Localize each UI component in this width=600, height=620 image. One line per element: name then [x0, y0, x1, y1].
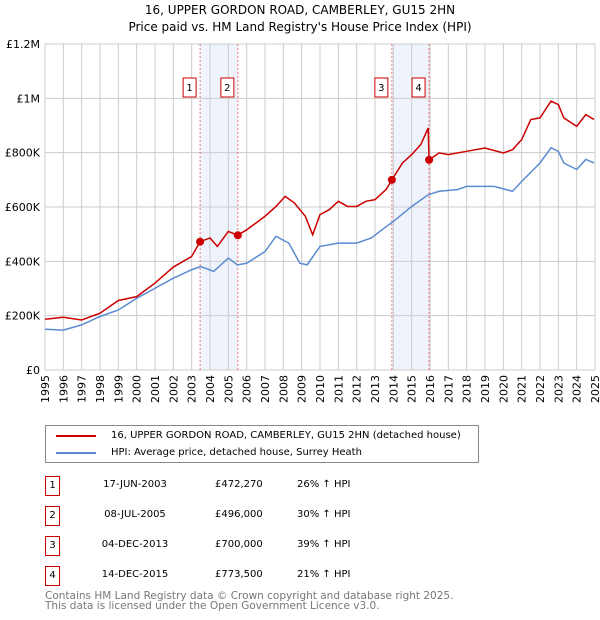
sale-hpi-diff: 26% ↑ HPI: [297, 479, 351, 490]
footer-line-1: Contains HM Land Registry data © Crown c…: [45, 590, 454, 602]
property-price-line: [44, 100, 595, 321]
x-tick-label: 2020: [497, 375, 510, 403]
sale-marker-box: [374, 77, 389, 98]
sale-marker-number: 4: [415, 83, 421, 94]
sale-marker-box: [220, 77, 235, 98]
sale-date: 17-JUN-2003: [103, 479, 167, 490]
sale-number-badge: 2: [45, 506, 60, 526]
sale-price: £773,500: [215, 569, 263, 580]
x-tick-label: 2005: [222, 375, 235, 403]
y-tick-label: £1.2M: [6, 38, 40, 51]
x-tick-label: 2007: [259, 375, 272, 403]
sale-price: £472,270: [215, 479, 263, 490]
x-tick-label: 1998: [94, 375, 107, 403]
sale-point: [196, 237, 205, 246]
price-chart: 1995 1996 1997 1998 1999 2000 2001 2002 2003 2004…: [5, 38, 600, 403]
sale-number-badge: 4: [45, 566, 60, 586]
x-tick-label: 2023: [552, 375, 565, 403]
y-tick-label: £200K: [5, 310, 41, 323]
sale-date: 14-DEC-2015: [101, 569, 169, 580]
y-tick-label: £600K: [5, 201, 41, 214]
sale-hpi-diff: 21% ↑ HPI: [297, 569, 351, 580]
footer: Contains HM Land Registry data © Crown c…: [45, 590, 454, 612]
sale-number-badge: 3: [45, 536, 60, 556]
x-tick-label: 2024: [571, 375, 584, 403]
sale-marker-number: 3: [378, 83, 384, 94]
x-tick-label: 2008: [277, 375, 290, 403]
x-tick-label: 2016: [424, 375, 437, 403]
legend-label-property: 16, UPPER GORDON ROAD, CAMBERLEY, GU15 2…: [111, 430, 461, 441]
x-tick-label: 1997: [76, 375, 89, 403]
x-tick-label: 2001: [149, 375, 162, 403]
x-tick-label: 2006: [241, 375, 254, 403]
legend-blue-line: [56, 451, 96, 454]
legend-label-hpi: HPI: Average price, detached house, Surr…: [111, 447, 362, 458]
legend-red-line: [56, 434, 96, 437]
sale-marker-number: 2: [224, 83, 230, 94]
x-tick-label: 2019: [479, 375, 492, 403]
sale-row: 3 04-DEC-2013 £700,000 39% ↑ HPI: [45, 536, 485, 556]
sale-row: 4 14-DEC-2015 £773,500 21% ↑ HPI: [45, 566, 485, 586]
sale-row: 1 17-JUN-2003 £472,270 26% ↑ HPI: [45, 476, 485, 496]
x-tick-label: 2012: [351, 375, 364, 403]
sale-number-badge: 1: [45, 476, 60, 496]
sale-row: 2 08-JUL-2005 £496,000 30% ↑ HPI: [45, 506, 485, 526]
y-tick-label: £0: [26, 364, 40, 377]
sale-date: 04-DEC-2013: [101, 539, 169, 550]
x-tick-label: 2021: [516, 375, 529, 403]
x-tick-label: 2017: [442, 375, 455, 403]
x-tick-label: 2022: [534, 375, 547, 403]
x-tick-label: 2011: [332, 375, 345, 403]
x-tick-label: 2004: [204, 375, 217, 403]
x-tick-label: 1999: [112, 375, 125, 403]
y-tick-label: £1M: [17, 92, 41, 105]
sale-marker-box: [182, 77, 197, 98]
x-tick-label: 1996: [57, 375, 70, 403]
sale-price: £700,000: [215, 539, 263, 550]
sale-marker-number: 1: [186, 83, 192, 94]
x-tick-label: 2014: [387, 375, 400, 403]
x-tick-label: 2003: [186, 375, 199, 403]
sale-date: 08-JUL-2005: [104, 509, 166, 520]
sale-marker-box: [411, 77, 426, 98]
sale-point: [233, 231, 242, 240]
x-tick-label: 2000: [131, 375, 144, 403]
x-tick-label: 2013: [369, 375, 382, 403]
x-tick-label: 2009: [296, 375, 309, 403]
chart-subtitle: Price paid vs. HM Land Registry's House …: [128, 20, 472, 34]
y-tick-label: £800K: [5, 147, 41, 160]
x-tick-label: 2015: [406, 375, 419, 403]
sale-point: [425, 155, 434, 164]
sale-hpi-diff: 39% ↑ HPI: [297, 539, 351, 550]
sale-point: [387, 175, 396, 184]
sale-price: £496,000: [215, 509, 263, 520]
hpi-line: [44, 146, 595, 331]
legend: 16, UPPER GORDON ROAD, CAMBERLEY, GU15 2…: [45, 425, 479, 463]
y-tick-label: £400K: [5, 255, 41, 268]
x-tick-label: 2010: [314, 375, 327, 403]
x-tick-label: 2002: [167, 375, 180, 403]
x-tick-label: 2025: [589, 375, 600, 403]
chart-title: 16, UPPER GORDON ROAD, CAMBERLEY, GU15 2…: [144, 3, 456, 17]
footer-line-2: This data is licensed under the Open Gov…: [45, 600, 380, 612]
x-tick-label: 2018: [461, 375, 474, 403]
sale-hpi-diff: 30% ↑ HPI: [297, 509, 351, 520]
x-tick-label: 1995: [39, 375, 52, 403]
